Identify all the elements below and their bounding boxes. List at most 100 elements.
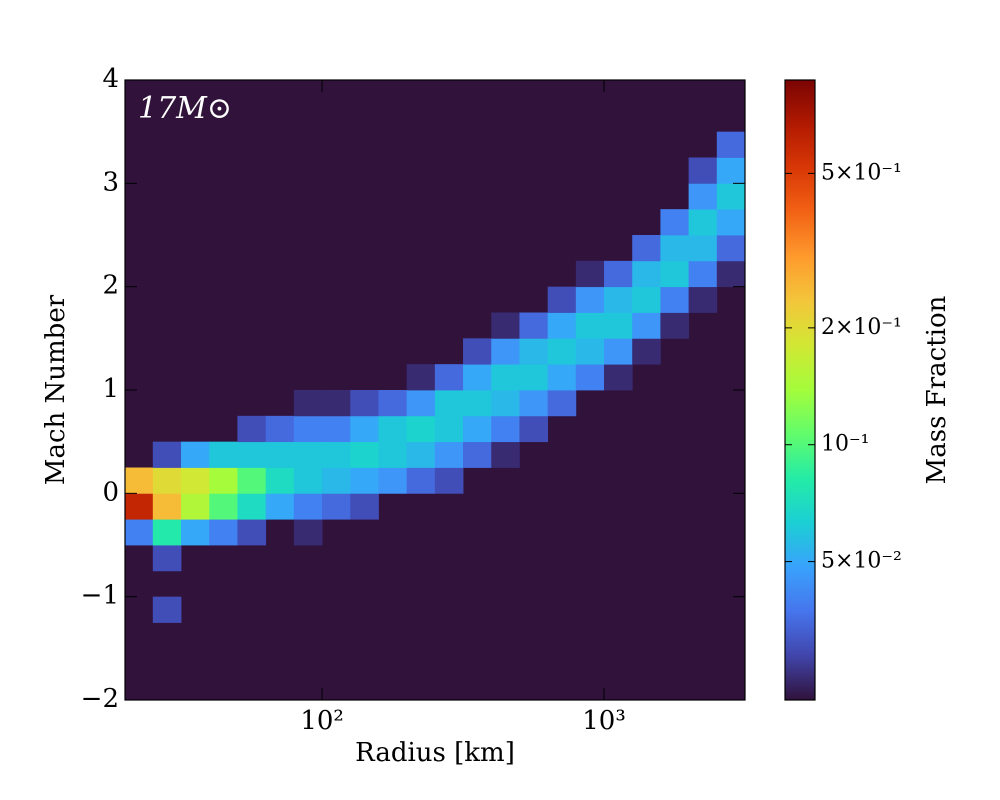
x-axis-label: Radius [km] (355, 738, 515, 768)
colorbar-tick-label: 2×10⁻¹ (821, 315, 902, 340)
cell (378, 390, 408, 417)
cell (547, 312, 577, 339)
cell (125, 467, 154, 494)
cell (434, 390, 464, 417)
cell (660, 286, 690, 313)
cell (632, 286, 661, 313)
cell (632, 312, 661, 339)
cell (350, 467, 379, 494)
cell (575, 364, 605, 391)
y-tick-label: 2 (102, 271, 119, 301)
cell (716, 183, 745, 210)
cell (519, 415, 549, 443)
cell (716, 235, 745, 262)
cell (434, 415, 464, 443)
cell (125, 493, 154, 520)
cell (237, 441, 267, 468)
cell (265, 441, 295, 468)
cell (491, 415, 520, 443)
cell (350, 493, 379, 520)
cell (491, 441, 520, 468)
cell (434, 441, 464, 468)
cell (322, 441, 351, 468)
cell (660, 312, 690, 339)
cell (406, 364, 436, 391)
cell (322, 467, 351, 494)
cell (716, 157, 745, 184)
cell (716, 260, 745, 288)
cell (181, 467, 210, 494)
y-tick-label: 4 (102, 64, 119, 94)
cell (350, 441, 379, 468)
cell (716, 209, 745, 236)
annotation: 17M⊙ (138, 91, 232, 126)
cell (463, 415, 492, 443)
cell (378, 441, 408, 468)
cell (152, 596, 182, 623)
cell (491, 312, 520, 339)
cell (491, 338, 520, 365)
cell (575, 286, 605, 313)
cell (378, 467, 408, 494)
cell (293, 415, 323, 443)
cell (434, 467, 464, 494)
cell (688, 260, 718, 288)
cell (575, 312, 605, 339)
cell (660, 260, 690, 288)
cell (463, 364, 492, 391)
cell (491, 364, 520, 391)
cell (688, 157, 718, 184)
cell (237, 493, 267, 520)
cell (152, 545, 182, 572)
cell (322, 493, 351, 520)
cell (265, 415, 295, 443)
colorbar-tick-label: 5×10⁻¹ (821, 160, 902, 185)
cell (688, 183, 718, 210)
colorbar (784, 79, 816, 701)
cell (181, 493, 210, 520)
colorbar-label: Mass Fraction (922, 295, 952, 484)
cell (547, 390, 577, 417)
heatmap-cells (125, 131, 745, 623)
cell (237, 519, 267, 546)
cell (688, 286, 718, 313)
cell (491, 390, 520, 417)
cell (350, 390, 379, 417)
cell (547, 338, 577, 365)
cell (604, 312, 633, 339)
cell (237, 467, 267, 494)
cell (519, 390, 549, 417)
cell (406, 467, 436, 494)
cell (660, 209, 690, 236)
cell (547, 286, 577, 313)
y-tick-label: −2 (81, 684, 119, 714)
y-tick-label: 1 (102, 374, 119, 404)
cell (322, 415, 351, 443)
colorbar-tick-label: 10⁻¹ (821, 432, 869, 457)
cell (237, 415, 267, 443)
cell (406, 390, 436, 417)
cell (322, 390, 351, 417)
cell (688, 209, 718, 236)
cell (152, 519, 182, 546)
cell (434, 364, 464, 391)
cell (519, 312, 549, 339)
cell (688, 235, 718, 262)
cell (152, 441, 182, 468)
cell (463, 338, 492, 365)
cell (716, 131, 745, 158)
colorbar-tick-label: 5×10⁻² (821, 549, 902, 574)
cell (209, 441, 238, 468)
cell (632, 235, 661, 262)
y-axis-label: Mach Number (41, 294, 71, 485)
cell (209, 467, 238, 494)
cell (575, 338, 605, 365)
cell (463, 390, 492, 417)
cell (209, 493, 238, 520)
cell (125, 519, 154, 546)
cell (660, 235, 690, 262)
x-tick-label: 10² (300, 706, 344, 736)
cell (181, 519, 210, 546)
cell (632, 260, 661, 288)
